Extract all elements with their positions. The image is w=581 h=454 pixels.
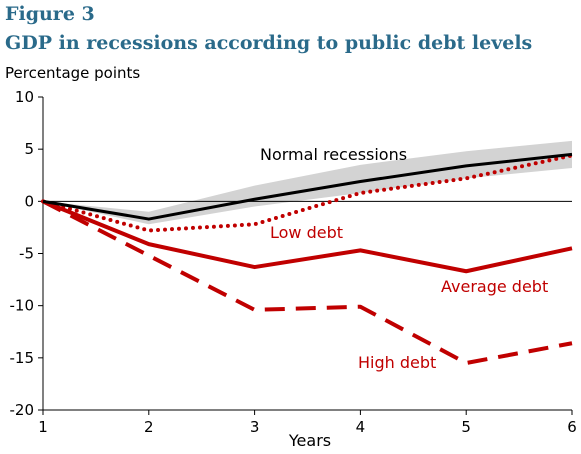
y-tick-label: -15: [10, 349, 35, 367]
x-tick-label: 3: [250, 418, 260, 436]
y-tick-label: 0: [24, 192, 34, 210]
plot-area: 10 5 0 -5 -10 -15 -201 2 3 4 5 6 Normal recessions Lo…: [10, 88, 577, 436]
high-debt-line: [42, 199, 573, 366]
average-debt-label: Average debt: [441, 277, 548, 296]
average-debt-line: [42, 199, 573, 274]
y-tick-label: -10: [10, 297, 35, 315]
normal-recessions-band: [43, 140, 572, 225]
low-debt-label: Low debt: [270, 223, 343, 242]
y-tick-label: -5: [19, 245, 34, 263]
y-tick-label: 5: [24, 140, 34, 158]
low-debt-line: [41, 153, 574, 233]
x-tick-label: 5: [461, 418, 471, 436]
x-tick-label: 4: [356, 418, 366, 436]
x-tick-label: 1: [38, 418, 48, 436]
y-tick-label: -20: [10, 401, 35, 419]
y-axis-label: Percentage points: [5, 64, 140, 82]
x-tick-label: 2: [144, 418, 154, 436]
figure-title: GDP in recessions according to public de…: [5, 32, 533, 54]
high-debt-label: High debt: [358, 353, 436, 372]
normal-recessions-line: [42, 152, 573, 221]
y-tick-label: 10: [15, 88, 34, 106]
x-axis-label: Years: [288, 431, 331, 450]
x-tick-label: 6: [567, 418, 577, 436]
figure-label: Figure 3: [5, 3, 95, 25]
normal-recessions-label: Normal recessions: [260, 145, 407, 164]
